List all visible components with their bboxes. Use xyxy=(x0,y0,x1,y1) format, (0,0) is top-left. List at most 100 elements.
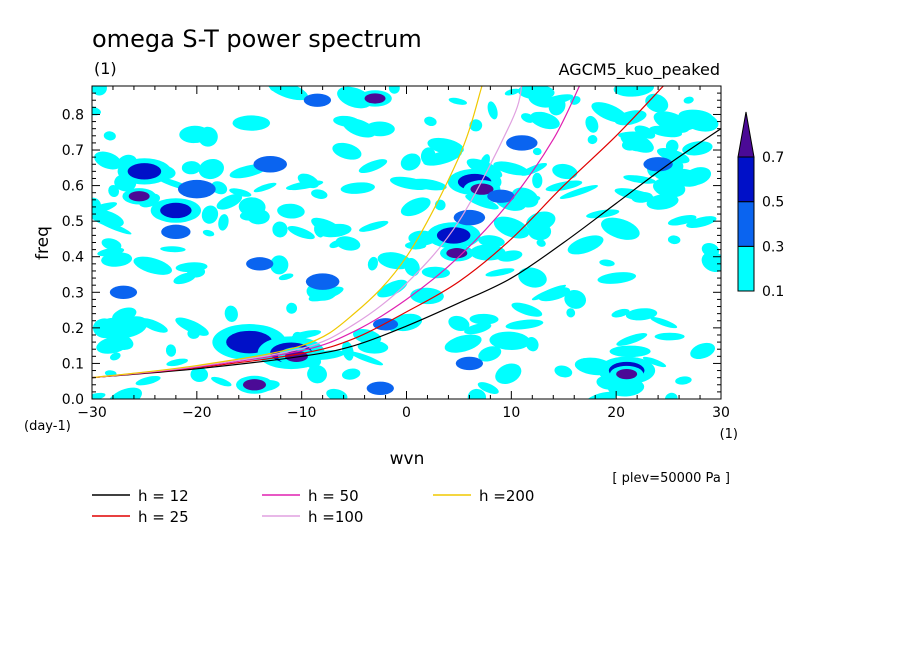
contour-patch-low xyxy=(667,235,681,245)
footnote: [ plev=50000 Pa ] xyxy=(612,471,730,486)
contour-patch-low xyxy=(618,131,648,139)
curve-h-100 xyxy=(92,86,523,379)
contour-patch-low xyxy=(278,273,294,281)
contour-patch-low xyxy=(341,368,361,380)
contour-feature-26 xyxy=(366,381,394,395)
contour-feature-20 xyxy=(455,356,484,371)
y-axis-label: freq xyxy=(33,226,53,260)
contour-patch-low xyxy=(92,209,124,228)
colorbar-segment xyxy=(737,156,755,203)
colorbar: 0.1 0.3 0.5 0.7 xyxy=(737,111,784,300)
y-tick-label: 0.7 xyxy=(62,143,84,159)
power-contours xyxy=(92,86,721,399)
contour-feature-10 xyxy=(246,257,274,271)
contour-patch-low xyxy=(529,111,560,130)
contour-patch-low xyxy=(297,173,319,189)
y-tick-label: 0.2 xyxy=(62,321,84,337)
contour-patch-low xyxy=(493,161,529,176)
colorbar-label: 0.7 xyxy=(762,150,784,166)
contour-feature-21 xyxy=(506,135,538,151)
contour-patch-low xyxy=(554,365,573,378)
contour-patch-low xyxy=(532,172,543,189)
contour-feature-19 xyxy=(453,209,486,226)
contour-feature-1 xyxy=(128,191,150,202)
contour-feature-4 xyxy=(161,224,191,240)
contour-patch-low xyxy=(649,125,683,138)
contour-patch-low xyxy=(614,188,655,202)
x-tick-label: −20 xyxy=(182,405,212,421)
contour-feature-3 xyxy=(177,179,216,199)
contour-patch-low xyxy=(340,182,375,194)
contour-patch-low xyxy=(420,147,436,165)
contour-patch-low xyxy=(357,340,389,354)
colorbar-label: 0.3 xyxy=(762,239,784,255)
contour-patch-low xyxy=(686,216,717,228)
contour-patch-low xyxy=(464,323,492,335)
contour-patch-low xyxy=(552,163,578,180)
contour-patch-low xyxy=(218,214,229,231)
contour-feature-27 xyxy=(643,157,673,172)
contour-patch-low xyxy=(311,189,328,199)
contour-patch-low xyxy=(165,344,177,357)
chart-subtitle: (1) xyxy=(94,59,117,78)
contour-patch-low xyxy=(92,392,106,399)
legend-label: h = 12 xyxy=(138,487,189,505)
contour-patch-low xyxy=(701,243,720,257)
contour-patch-low xyxy=(497,250,523,262)
contour-patch-low xyxy=(287,226,315,240)
contour-patch-low xyxy=(609,345,651,358)
contour-patch-low xyxy=(390,313,423,332)
contour-patch-low xyxy=(400,153,421,171)
colorbar-segment xyxy=(737,201,755,247)
legend-label: h = 50 xyxy=(308,487,359,505)
contour-feature-22 xyxy=(487,189,515,203)
contour-patch-low xyxy=(229,188,252,197)
contour-patch-low xyxy=(444,334,482,353)
contour-patch-low xyxy=(656,147,690,164)
x-tick-label: 0 xyxy=(402,405,411,421)
contour-patch-low xyxy=(531,284,567,301)
contour-patch-low xyxy=(668,168,702,187)
contour-patch-low xyxy=(311,217,344,237)
contour-patch-low xyxy=(112,307,137,323)
contour-patch-low xyxy=(587,135,598,145)
colorbar-arrow xyxy=(737,111,755,158)
contour-patch-low xyxy=(410,178,447,191)
contour-patch-low xyxy=(678,109,713,123)
contour-patch-low xyxy=(109,352,121,361)
curve-h-12 xyxy=(92,128,721,379)
y-tick-label: 0.5 xyxy=(62,214,84,230)
contour-patch-low xyxy=(628,137,645,152)
contour-patch-low xyxy=(650,316,678,329)
contour-patch-low xyxy=(94,218,132,235)
contour-patch-low xyxy=(139,318,168,333)
contour-patch-low xyxy=(559,184,599,199)
legend: h = 12 h = 25 h = 50 h =100 h =200 xyxy=(92,487,534,526)
contour-patch-low xyxy=(247,209,270,225)
contour-patch-low xyxy=(349,351,384,366)
y-unit-label: (day-1) xyxy=(24,419,71,434)
y-tick-label: 0.6 xyxy=(62,179,84,195)
contour-patch-low xyxy=(623,175,657,184)
contour-patch-low xyxy=(599,259,615,267)
chart-title: omega S-T power spectrum xyxy=(92,25,422,53)
contour-patch-low xyxy=(108,184,120,198)
contour-patch-low xyxy=(487,101,498,120)
contour-patch-low xyxy=(427,137,464,155)
colorbar-segment xyxy=(737,245,755,292)
model-label: AGCM5_kuo_peaked xyxy=(559,60,720,80)
contour-patch-low xyxy=(286,302,298,314)
y-tick-label: 0.1 xyxy=(62,356,84,372)
contour-patch-low xyxy=(211,376,232,387)
contour-patch-low xyxy=(495,363,522,384)
contour-feature-14 xyxy=(372,318,399,331)
contour-patch-low xyxy=(106,333,134,350)
contour-patch-low xyxy=(358,159,388,174)
contour-patch-low xyxy=(567,235,604,255)
contour-patch-low xyxy=(536,239,546,247)
contour-patch-low xyxy=(175,317,209,336)
contour-feature-13 xyxy=(305,273,340,290)
contour-patch-low xyxy=(326,388,348,399)
contour-patch-low xyxy=(566,308,576,318)
